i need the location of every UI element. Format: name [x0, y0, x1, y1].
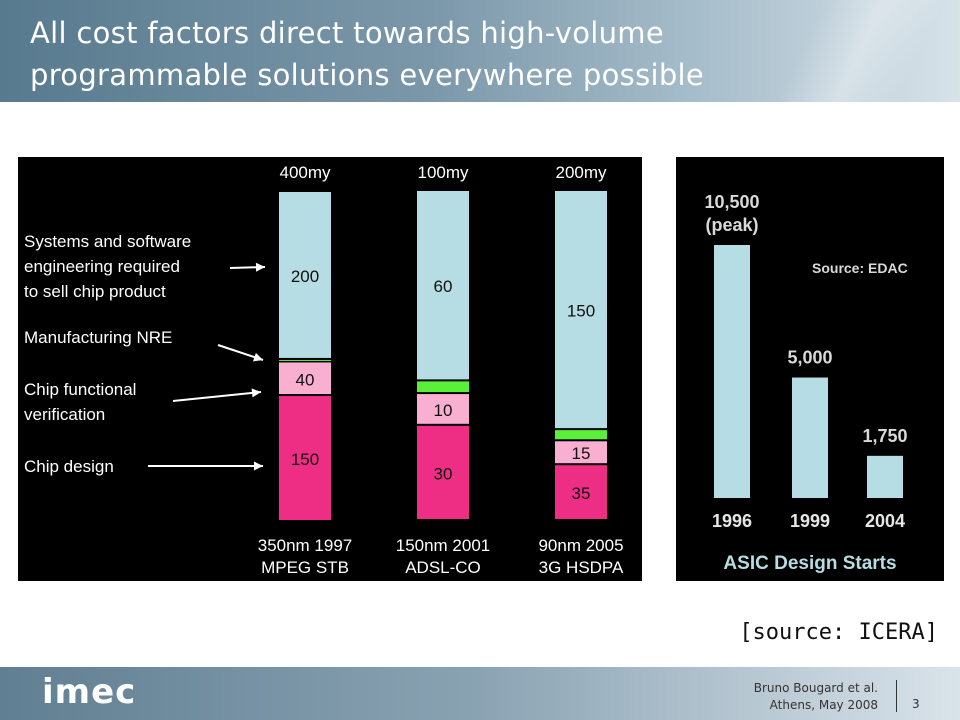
segment-label-2-bar-1: 40: [296, 370, 315, 389]
segment-label-4-bar-1: 200: [291, 267, 319, 286]
asic-year-label-2: 1999: [790, 511, 830, 531]
stack-segment-1-bar-1: [279, 396, 331, 520]
segment-label-2-bar-3: 15: [572, 444, 591, 463]
stack-segment-4-bar-2: [417, 191, 469, 380]
imec-logo: imec: [42, 672, 137, 712]
category-label-2-line-2: ADSL-CO: [405, 558, 481, 577]
footer-separator: [896, 680, 897, 712]
bar-total-label-1: 400my: [279, 163, 331, 182]
title-bar: [0, 0, 960, 102]
slide-title-line-2: programmable solutions everywhere possib…: [30, 58, 705, 92]
asic-year-label-1: 1996: [712, 511, 752, 531]
stack-segment-3-bar-3: [555, 430, 607, 440]
legend-arrow-head-4: [254, 461, 263, 471]
footer-bar: [0, 667, 960, 720]
category-label-3-line-2: 3G HSDPA: [539, 558, 624, 577]
stack-segment-1-bar-3: [555, 465, 607, 519]
segment-label-1-bar-2: 30: [434, 464, 453, 483]
asic-bar-label-1-line-1: 10,500: [704, 192, 759, 212]
asic-chart-title: ASIC Design Starts: [723, 553, 896, 574]
stack-segment-3-bar-2: [417, 381, 469, 393]
legend-arrow-head-3: [251, 388, 261, 398]
asic-design-starts-chart: 10,500 (peak) 1996 5,000 1999 1,750 2004 Source…: [676, 157, 944, 581]
category-label-3-line-1: 90nm 2005: [538, 536, 623, 555]
cost-breakdown-chart-svg: 150 40 200 400my 350nm 1997 MPEG STB 30 10 60 100…: [24, 163, 624, 577]
asic-design-starts-chart-svg: 10,500 (peak) 1996 5,000 1999 1,750 2004 Source…: [704, 192, 908, 574]
asic-bar-label-1-line-2: (peak): [705, 215, 758, 235]
slide-title-line-1: All cost factors direct towards high-vol…: [30, 16, 664, 50]
category-label-2-line-1: 150nm 2001: [396, 536, 491, 555]
asic-bar-2: [792, 377, 828, 498]
legend-label-3-line-1: Chip functional: [24, 380, 136, 399]
segment-label-4-bar-2: 60: [434, 277, 453, 296]
footer-author: Bruno Bougard et al.: [753, 681, 878, 695]
legend-label-1-line-2: engineering required: [24, 257, 180, 276]
legend-label-1-line-3: to sell chip product: [24, 282, 166, 301]
asic-bar-1: [714, 245, 750, 498]
asic-year-label-3: 2004: [865, 511, 905, 531]
footer-place-date: Athens, May 2008: [769, 698, 878, 712]
segment-label-2-bar-2: 10: [434, 401, 453, 420]
legend-label-1-line-1: Systems and software: [24, 232, 191, 251]
stack-segment-4-bar-3: [555, 191, 607, 429]
slide-title: All cost factors direct towards high-vol…: [30, 12, 930, 96]
footer-credit: Bruno Bougard et al. Athens, May 2008: [754, 680, 878, 714]
stack-segment-4-bar-1: [279, 192, 331, 358]
legend-arrow-head-1: [255, 262, 265, 272]
stack-segment-1-bar-2: [417, 425, 469, 519]
stack-segment-2-bar-3: [555, 441, 607, 464]
asic-bar-label-3-line-1: 1,750: [862, 426, 907, 446]
category-label-1-line-1: 350nm 1997: [258, 536, 353, 555]
segment-label-1-bar-1: 150: [291, 450, 319, 469]
legend-arrow-line-3: [172, 391, 262, 402]
legend-label-4-line-1: Chip design: [24, 457, 114, 476]
asic-bar-label-2-line-1: 5,000: [787, 348, 832, 368]
legend-label-2-line-1: Manufacturing NRE: [24, 328, 172, 347]
cost-breakdown-chart: 150 40 200 400my 350nm 1997 MPEG STB 30 10 60 100…: [18, 157, 642, 581]
legend-arrow-head-2: [253, 352, 263, 362]
source-citation: [source: ICERA]: [739, 620, 938, 645]
asic-source-annotation: Source: EDAC: [812, 260, 908, 276]
legend-label-3-line-2: verification: [24, 405, 105, 424]
stack-segment-2-bar-1: [279, 362, 331, 395]
segment-label-4-bar-3: 150: [567, 302, 595, 321]
stack-segment-2-bar-2: [417, 394, 469, 424]
bar-total-label-2: 100my: [417, 163, 469, 182]
asic-bar-3: [867, 455, 903, 498]
segment-label-1-bar-3: 35: [572, 484, 591, 503]
bar-total-label-3: 200my: [555, 163, 607, 182]
page-number: 3: [912, 697, 920, 711]
category-label-1-line-2: MPEG STB: [261, 558, 349, 577]
title-bar-highlight: [700, 0, 960, 102]
stack-segment-3-bar-1: [279, 359, 331, 361]
